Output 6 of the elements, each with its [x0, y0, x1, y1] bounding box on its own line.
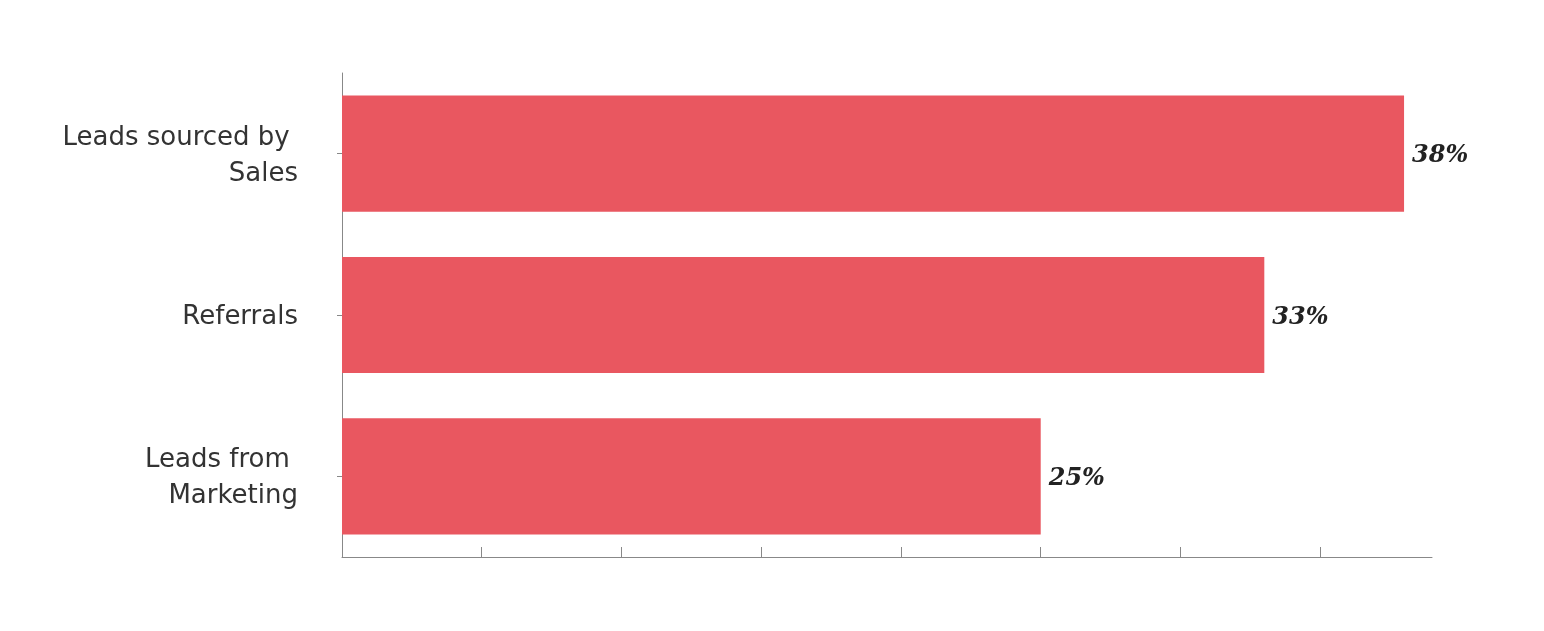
y-tick-label: Leads from Marketing [144, 443, 298, 510]
y-tick-label: Referrals [182, 300, 298, 330]
data-label: 25% [1047, 461, 1105, 491]
y-tick-label: Leads sourced by Sales [62, 120, 298, 187]
data-label: 33% [1272, 300, 1329, 330]
data-label: 38% [1412, 139, 1469, 169]
